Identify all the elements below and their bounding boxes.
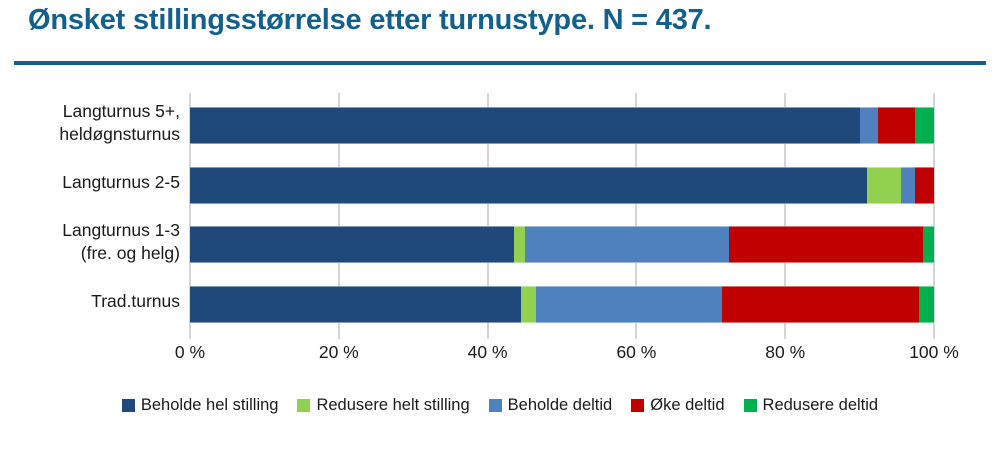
legend-item: Beholde hel stilling xyxy=(121,396,279,415)
category-label: Langturnus 2-5 xyxy=(62,171,180,192)
bar-segment xyxy=(521,285,536,323)
bar-segment xyxy=(919,285,934,323)
legend-label: Redusere helt stilling xyxy=(316,396,470,414)
gridline xyxy=(784,93,786,331)
legend-label: Beholde deltid xyxy=(507,396,613,414)
bar-segment xyxy=(190,285,522,323)
legend-swatch xyxy=(631,399,645,412)
gridline xyxy=(338,93,340,331)
legend-label: Øke deltid xyxy=(650,396,725,414)
bar-segment xyxy=(859,107,879,144)
bar-segment xyxy=(915,166,934,204)
legend-swatch xyxy=(488,399,502,412)
chart-legend: Beholde hel stilling Redusere helt stilli… xyxy=(0,396,1000,415)
bar-segment xyxy=(190,166,868,204)
gridline xyxy=(189,93,191,331)
legend-swatch xyxy=(743,399,757,412)
bar-segment xyxy=(535,285,722,323)
category-axis: Langturnus 5+, heldøgnsturnus Langturnus 2… xyxy=(0,93,180,331)
chart-title: Ønsket stillingsstørrelse etter turnusty… xyxy=(28,4,712,36)
bar-segment xyxy=(190,107,860,144)
x-tick-label: 20 % xyxy=(318,342,359,362)
axis-tick xyxy=(338,331,340,339)
axis-tick xyxy=(189,331,191,339)
category-label: Langturnus 1-3 (fre. og helg) xyxy=(62,219,180,263)
bar-row xyxy=(190,285,934,323)
x-tick-label: 40 % xyxy=(467,342,508,362)
title-divider xyxy=(14,61,986,65)
bar-row xyxy=(190,166,934,204)
category-label: Langturnus 5+, heldøgnsturnus xyxy=(59,100,180,144)
category-label: Trad.turnus xyxy=(91,290,180,311)
x-tick-label: 60 % xyxy=(616,342,657,362)
x-tick-label: 80 % xyxy=(765,342,806,362)
legend-item: Beholde deltid xyxy=(488,396,613,415)
axis-tick xyxy=(784,331,786,339)
bar-segment xyxy=(729,226,923,263)
bar-segment xyxy=(524,226,730,263)
bar-segment xyxy=(878,107,916,144)
bar-segment xyxy=(190,226,514,263)
bar-segment xyxy=(900,166,916,204)
legend-item: Redusere deltid xyxy=(743,396,879,415)
legend-label: Beholde hel stilling xyxy=(140,396,279,414)
gridline xyxy=(487,93,489,331)
bar-row xyxy=(190,107,934,144)
bar-segment xyxy=(915,107,934,144)
axis-tick xyxy=(635,331,637,339)
axis-tick xyxy=(933,331,935,339)
legend-item: Øke deltid xyxy=(631,396,725,415)
legend-swatch xyxy=(297,399,311,412)
bar-segment xyxy=(721,285,920,323)
legend-label: Redusere deltid xyxy=(762,396,879,414)
legend-swatch xyxy=(121,399,135,412)
axis-tick xyxy=(487,331,489,339)
gridline xyxy=(635,93,637,331)
bar-segment xyxy=(867,166,901,204)
bar-segment xyxy=(513,226,525,263)
bar-row xyxy=(190,226,934,263)
gridline xyxy=(933,93,935,331)
x-tick-label: 0 % xyxy=(174,342,206,362)
bar-segment xyxy=(922,226,934,263)
plot-area xyxy=(189,93,935,339)
legend-item: Redusere helt stilling xyxy=(297,396,470,415)
x-axis: 0 % 20 % 40 % 60 % 80 % 100 % xyxy=(175,342,959,366)
x-tick-label: 100 % xyxy=(909,342,959,362)
